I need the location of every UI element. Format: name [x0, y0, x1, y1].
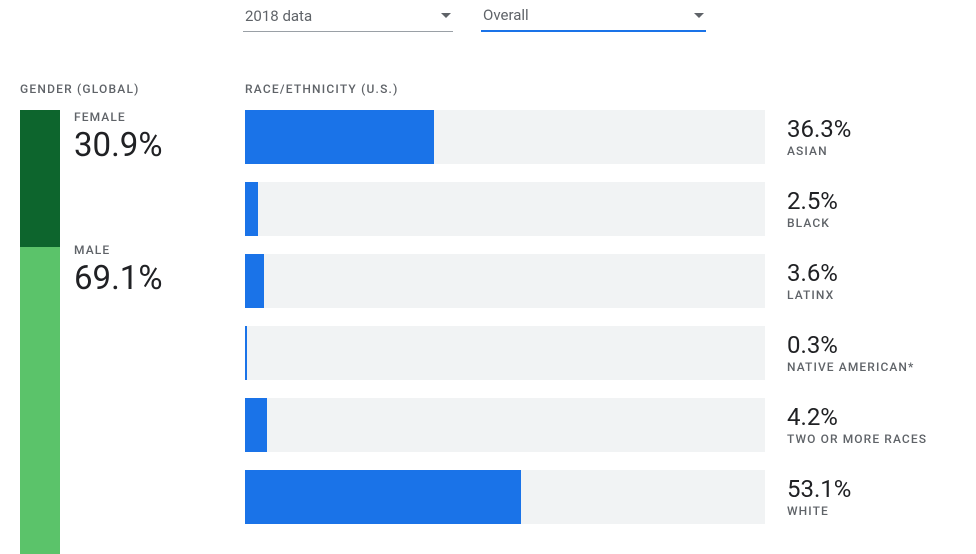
- race-row: 36.3% ASIAN: [245, 110, 956, 164]
- race-label: BLACK: [787, 216, 956, 230]
- race-bar-fill: [245, 470, 521, 524]
- gender-label-female: FEMALE: [74, 110, 225, 124]
- race-bar-track: [245, 398, 765, 452]
- gender-value-male: 69.1%: [74, 259, 225, 298]
- race-bar-track: [245, 326, 765, 380]
- race-bar-track: [245, 254, 765, 308]
- gender-block-female: FEMALE 30.9%: [74, 110, 225, 165]
- gender-segment-female: [20, 110, 60, 247]
- year-dropdown[interactable]: 2018 data: [243, 4, 453, 32]
- race-bar-track: [245, 182, 765, 236]
- race-label: NATIVE AMERICAN*: [787, 360, 956, 374]
- race-meta: 4.2% TWO OR MORE RACES: [787, 404, 956, 446]
- race-row: 3.6% LATINX: [245, 254, 956, 308]
- race-row: 2.5% BLACK: [245, 182, 956, 236]
- gender-label-male: MALE: [74, 243, 225, 257]
- race-label: WHITE: [787, 504, 956, 518]
- gender-segment-male: [20, 247, 60, 554]
- scope-dropdown[interactable]: Overall: [481, 4, 706, 32]
- race-percent: 4.2%: [787, 404, 956, 430]
- gender-stacked-bar: [20, 110, 60, 554]
- gender-block-male: MALE 69.1%: [74, 243, 225, 298]
- race-bar-track: [245, 470, 765, 524]
- race-percent: 36.3%: [787, 116, 956, 142]
- gender-section: GENDER (GLOBAL) FEMALE 30.9% MALE 69.1%: [20, 82, 225, 554]
- race-percent: 3.6%: [787, 260, 956, 286]
- year-dropdown-label: 2018 data: [245, 7, 312, 25]
- race-label: LATINX: [787, 288, 956, 302]
- chevron-down-icon: [441, 13, 451, 18]
- filter-bar: 2018 data Overall: [0, 0, 976, 32]
- race-label: TWO OR MORE RACES: [787, 432, 956, 446]
- gender-labels: FEMALE 30.9% MALE 69.1%: [74, 110, 225, 554]
- gender-value-female: 30.9%: [74, 126, 225, 165]
- race-bar-track: [245, 110, 765, 164]
- race-rows: 36.3% ASIAN 2.5% BLACK 3.6% LATINX 0.3% NATIVE …: [245, 110, 956, 524]
- gender-title: GENDER (GLOBAL): [20, 82, 225, 96]
- race-percent: 2.5%: [787, 188, 956, 214]
- race-meta: 36.3% ASIAN: [787, 116, 956, 158]
- race-row: 53.1% WHITE: [245, 470, 956, 524]
- chart-content: GENDER (GLOBAL) FEMALE 30.9% MALE 69.1% …: [0, 32, 976, 554]
- gender-body: FEMALE 30.9% MALE 69.1%: [20, 110, 225, 554]
- race-section: RACE/ETHNICITY (U.S.) 36.3% ASIAN 2.5% BLAC…: [245, 82, 956, 554]
- race-bar-fill: [245, 326, 247, 380]
- race-label: ASIAN: [787, 144, 956, 158]
- race-bar-fill: [245, 254, 264, 308]
- race-row: 0.3% NATIVE AMERICAN*: [245, 326, 956, 380]
- race-bar-fill: [245, 182, 258, 236]
- chevron-down-icon: [694, 13, 704, 18]
- scope-dropdown-label: Overall: [483, 6, 529, 24]
- race-title: RACE/ETHNICITY (U.S.): [245, 82, 956, 96]
- race-meta: 2.5% BLACK: [787, 188, 956, 230]
- race-meta: 3.6% LATINX: [787, 260, 956, 302]
- race-percent: 0.3%: [787, 332, 956, 358]
- race-row: 4.2% TWO OR MORE RACES: [245, 398, 956, 452]
- race-percent: 53.1%: [787, 476, 956, 502]
- race-meta: 53.1% WHITE: [787, 476, 956, 518]
- race-bar-fill: [245, 398, 267, 452]
- race-bar-fill: [245, 110, 434, 164]
- race-meta: 0.3% NATIVE AMERICAN*: [787, 332, 956, 374]
